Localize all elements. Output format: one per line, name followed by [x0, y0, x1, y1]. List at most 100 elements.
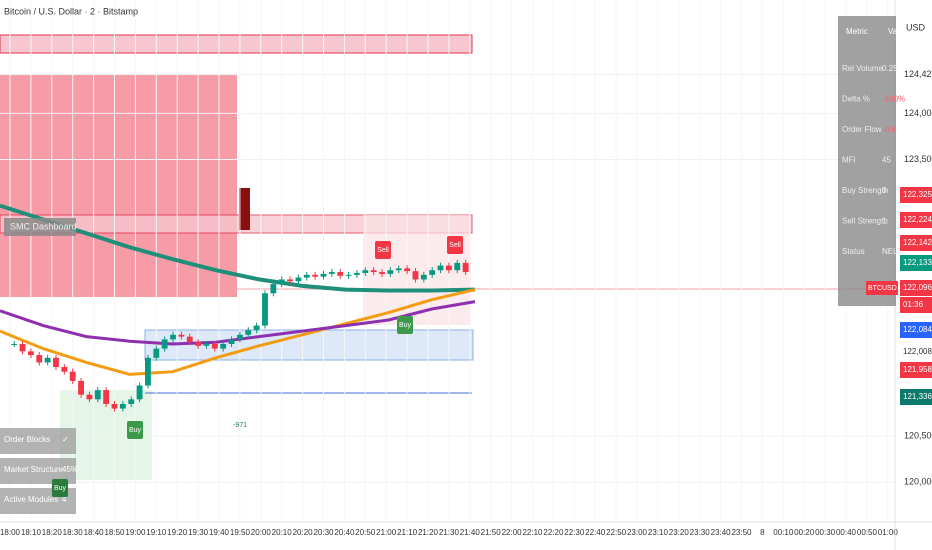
panel-row	[0, 428, 76, 454]
x-tick-label: 20:00	[251, 528, 272, 537]
candle	[337, 272, 344, 276]
table-cell: Status	[842, 247, 865, 256]
x-tick-label: 21:50	[481, 528, 502, 537]
price-badge	[900, 280, 932, 296]
price-badge	[900, 322, 932, 338]
candle	[78, 380, 84, 395]
zone	[0, 34, 473, 54]
symbol-badge	[866, 281, 898, 295]
x-tick-label: 19:20	[167, 528, 188, 537]
x-tick-label: 23:00	[627, 528, 648, 537]
candle	[287, 279, 293, 282]
metrics-table: Metric Value Rel Volume 0.25 Delta % -100% Ord…	[838, 16, 908, 306]
candle	[27, 351, 34, 356]
x-tick-label: 21:10	[397, 528, 418, 537]
x-tick-label: 18:30	[63, 528, 84, 537]
candle	[178, 334, 185, 337]
x-tick-label: 21:20	[418, 528, 439, 537]
table-cell: 0.25	[882, 64, 898, 73]
candle	[145, 357, 151, 386]
candle	[245, 330, 252, 335]
y-tick-label: 124,000	[904, 108, 932, 118]
candle	[186, 336, 193, 343]
table-cell: -100%	[882, 95, 905, 104]
x-tick-label: 18:20	[42, 528, 63, 537]
indicator-line	[0, 203, 476, 293]
candle	[111, 403, 118, 409]
table-cell: NEU	[882, 247, 899, 256]
candle	[445, 265, 452, 271]
x-tick-label: 23:40	[711, 528, 732, 537]
price-badge-text: 121,958	[903, 365, 932, 374]
y-tick-label: 120,000	[904, 477, 932, 487]
candle	[387, 270, 394, 274]
candle	[345, 274, 352, 276]
candle	[454, 262, 461, 271]
candle	[303, 274, 310, 278]
x-tick-label: 22:00	[502, 528, 523, 537]
x-tick-label: 01:00	[878, 528, 899, 537]
x-tick-label: 19:40	[209, 528, 230, 537]
price-badge	[900, 362, 932, 378]
signal-label: Buy	[399, 322, 412, 329]
y-tick-label: 120,500	[904, 431, 932, 441]
candle	[11, 343, 18, 345]
price-badge-text: 122,084.38	[903, 325, 932, 334]
candle	[420, 274, 427, 280]
candle	[437, 265, 444, 271]
header-title: Bitcoin / U.S. Dollar · 2 · Bitstamp	[4, 6, 138, 16]
signal-label: Buy	[54, 485, 67, 492]
x-tick-label: 22:50	[606, 528, 627, 537]
candle	[462, 262, 469, 273]
panel-cell: Market Structure	[4, 465, 64, 474]
signal-label: Buy	[129, 427, 142, 434]
indicator-line	[0, 300, 476, 346]
price-badge	[900, 297, 932, 313]
candle	[262, 293, 268, 326]
x-tick-label: 23:20	[669, 528, 690, 537]
x-tick-label: 18:00	[0, 528, 21, 537]
x-tick-label: 18:10	[21, 528, 42, 537]
x-tick-label: 23:30	[690, 528, 711, 537]
panel-cell: Order Blocks	[4, 435, 50, 444]
plot	[0, 203, 476, 412]
signal-box	[127, 421, 143, 439]
candle	[61, 367, 68, 372]
table-cell: Delta %	[842, 95, 870, 104]
panel-cell: 4	[62, 495, 67, 504]
candle	[370, 270, 377, 273]
x-tick-label: 23:10	[648, 528, 669, 537]
x-tick-label: 20:50	[355, 528, 376, 537]
candle	[211, 343, 218, 349]
signal-box	[375, 241, 391, 259]
x-tick-label: 00:50	[857, 528, 878, 537]
x-tick-label: 19:30	[188, 528, 209, 537]
price-badge-text: 122,133.12	[903, 258, 932, 267]
table-cell: 0	[882, 186, 887, 195]
price-badge-text: 122,224.87	[903, 215, 932, 224]
table-bg	[838, 16, 896, 306]
candle	[220, 343, 227, 349]
price-badge-text: 121,336	[903, 392, 932, 401]
zone	[0, 75, 237, 297]
candle	[270, 284, 277, 294]
symbol-badge-text: BTCUSD	[868, 285, 897, 292]
x-tick-label: 20:40	[334, 528, 355, 537]
x-tick-label: 21:40	[460, 528, 481, 537]
table-cell: Order Flow	[842, 125, 882, 134]
candle	[161, 339, 168, 349]
signal-box	[397, 316, 413, 334]
table-header: Value	[888, 27, 908, 36]
candle	[128, 399, 135, 404]
price-badge	[900, 187, 932, 203]
x-tick-label: 18:50	[104, 528, 125, 537]
panel-title: SMC Dashboard	[10, 221, 77, 231]
x-tick-label: 19:50	[230, 528, 251, 537]
candle	[119, 403, 126, 409]
x-tick-label: 00:20	[794, 528, 815, 537]
panel-cell: 45%	[62, 465, 78, 474]
x-tick-label: 22:40	[585, 528, 606, 537]
price-badge	[900, 344, 932, 360]
candle	[295, 277, 302, 282]
signal-label: Sell	[449, 242, 461, 249]
